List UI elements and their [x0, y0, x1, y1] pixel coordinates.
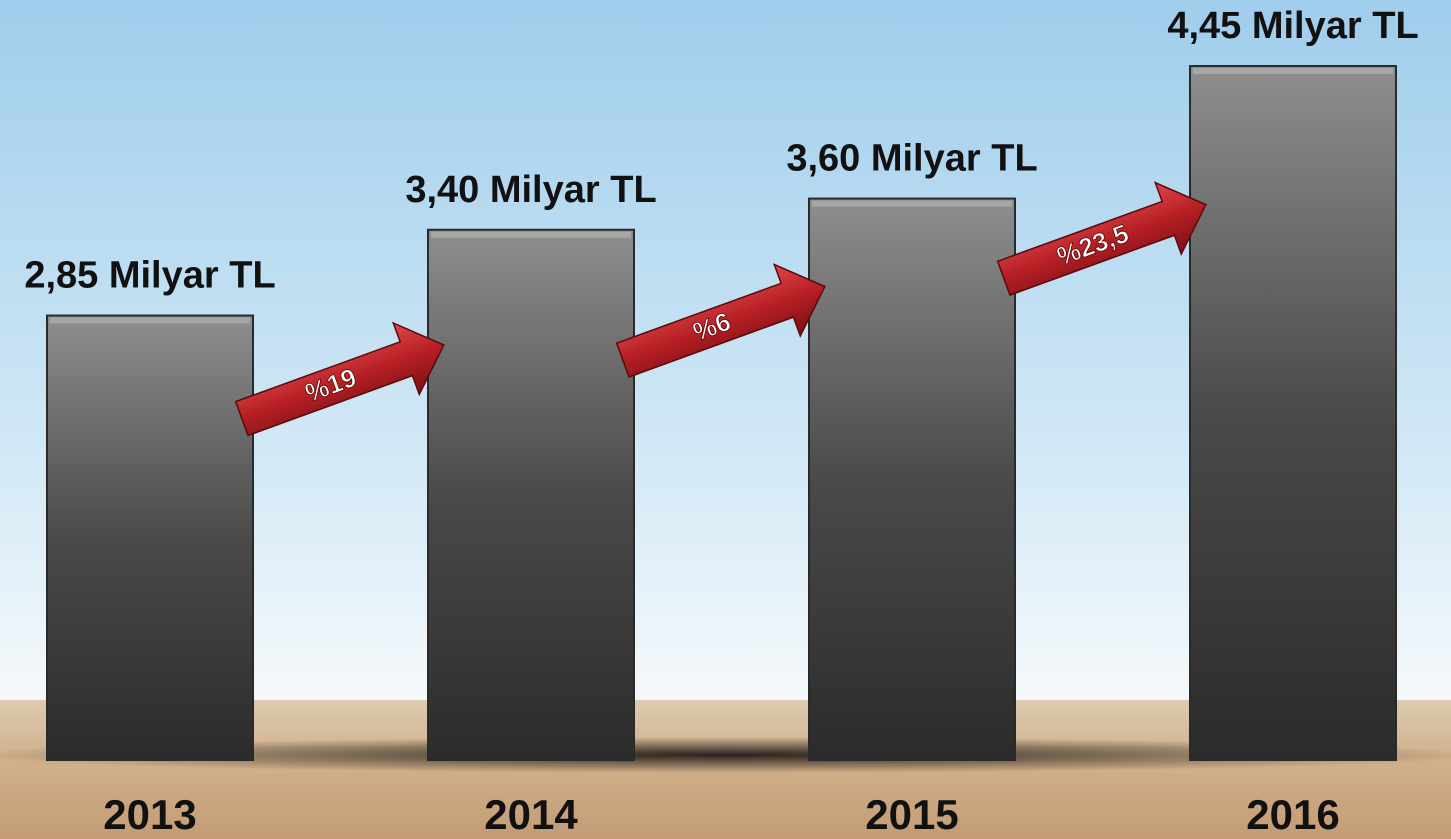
- x-tick-label: 2015: [865, 791, 958, 838]
- value-label: 2,85 Milyar TL: [24, 255, 275, 297]
- bar-highlight: [50, 317, 250, 324]
- bar-highlight: [812, 200, 1012, 207]
- arrow-shape: [234, 321, 445, 437]
- bar: [1189, 65, 1397, 761]
- x-tick-label: 2013: [103, 791, 196, 838]
- floor-shadow: [0, 737, 1451, 773]
- growth-arrow: %6: [615, 263, 826, 378]
- bar-highlight: [1193, 68, 1393, 74]
- arrow-shape: [996, 181, 1207, 297]
- x-tick-label: 2014: [484, 791, 578, 838]
- bar: [46, 314, 254, 761]
- bar-highlight: [431, 231, 631, 238]
- value-label: 4,45 Milyar TL: [1167, 5, 1418, 47]
- value-label: 3,60 Milyar TL: [786, 138, 1037, 180]
- value-label: 3,40 Milyar TL: [405, 169, 656, 211]
- bar: [427, 228, 635, 761]
- x-tick-label: 2016: [1246, 791, 1339, 838]
- bar: [808, 197, 1016, 762]
- arrow-shape: [615, 263, 826, 378]
